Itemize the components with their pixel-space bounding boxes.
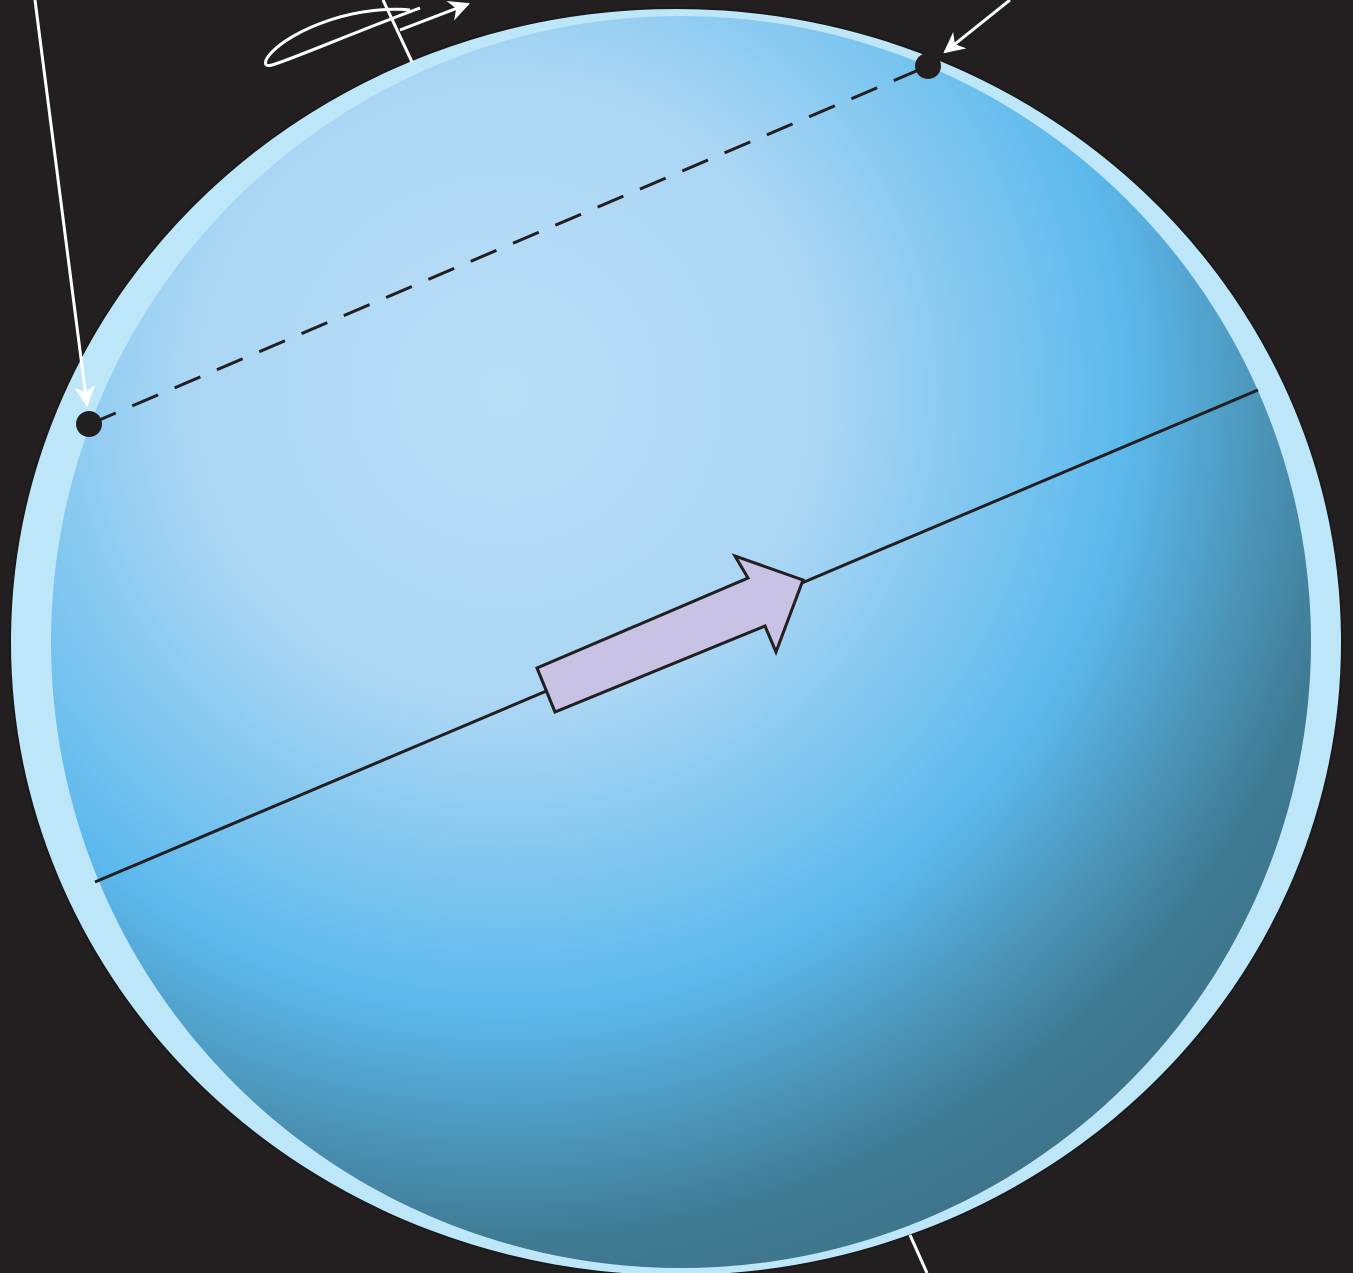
pointer-line [33, 0, 96, 408]
pointer-line [943, 0, 1011, 54]
pole-dot [76, 411, 102, 437]
rotation-loop [264, 6, 421, 68]
rotation-axis-bottom [908, 1234, 929, 1273]
rotation-arrow [399, 0, 470, 32]
direction-arrow [535, 553, 805, 714]
axis-dashed-line [89, 64, 929, 426]
pole-dot [915, 53, 941, 79]
